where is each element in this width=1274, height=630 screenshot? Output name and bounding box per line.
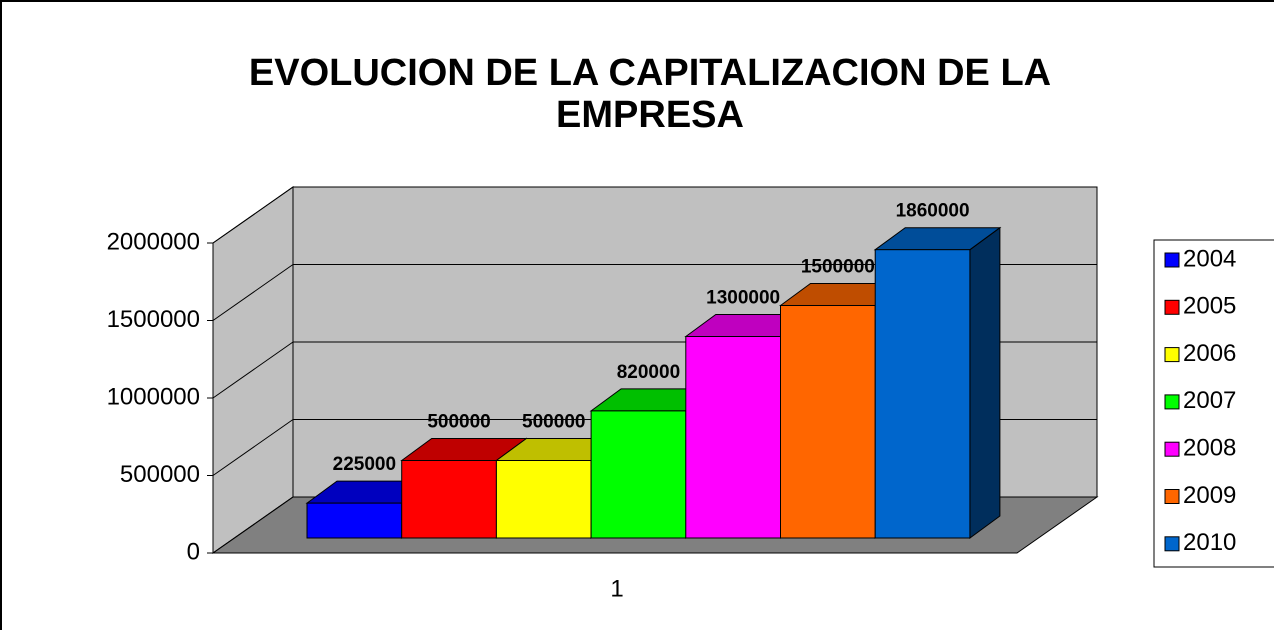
data-label: 820000 bbox=[617, 362, 680, 383]
legend-swatch bbox=[1164, 536, 1180, 552]
data-label: 1860000 bbox=[896, 201, 970, 222]
bar bbox=[685, 336, 781, 539]
chart-title: EVOLUCION DE LA CAPITALIZACION DE LA EMPR… bbox=[249, 52, 1051, 136]
legend-label: 2008 bbox=[1183, 435, 1236, 462]
legend-swatch bbox=[1164, 299, 1180, 315]
data-label: 500000 bbox=[427, 412, 490, 433]
data-label: 1500000 bbox=[801, 257, 875, 278]
data-label: 1300000 bbox=[706, 288, 780, 309]
legend-swatch bbox=[1164, 394, 1180, 410]
y-tick-label: 1500000 bbox=[107, 306, 200, 333]
bar bbox=[590, 410, 687, 539]
legend-label: 2006 bbox=[1183, 340, 1236, 367]
legend-label: 2004 bbox=[1183, 245, 1236, 272]
y-tick-label: 0 bbox=[187, 538, 200, 565]
legend-swatch bbox=[1164, 489, 1180, 504]
y-tick-label: 2000000 bbox=[107, 228, 200, 255]
legend-swatch bbox=[1164, 347, 1180, 363]
data-label: 225000 bbox=[333, 454, 396, 475]
bar-side bbox=[969, 226, 1001, 539]
bar bbox=[874, 249, 971, 539]
grid-line bbox=[212, 186, 294, 244]
legend-swatch bbox=[1164, 441, 1180, 457]
legend-label: 2007 bbox=[1183, 387, 1236, 414]
y-tick-label: 1000000 bbox=[107, 383, 200, 410]
bar bbox=[780, 305, 876, 539]
bar bbox=[495, 460, 592, 539]
grid-line bbox=[212, 496, 294, 554]
bar bbox=[401, 460, 497, 539]
grid-line bbox=[212, 264, 294, 321]
legend-swatch bbox=[1164, 252, 1180, 268]
grid-line bbox=[212, 341, 294, 399]
y-tick-label: 500000 bbox=[120, 461, 200, 488]
legend-label: 2010 bbox=[1183, 529, 1236, 556]
x-tick-label: 1 bbox=[610, 575, 623, 602]
data-label: 500000 bbox=[522, 412, 585, 433]
grid-line bbox=[212, 419, 294, 476]
bar bbox=[306, 502, 403, 539]
legend-label: 2009 bbox=[1183, 482, 1236, 509]
legend-label: 2005 bbox=[1183, 293, 1236, 320]
